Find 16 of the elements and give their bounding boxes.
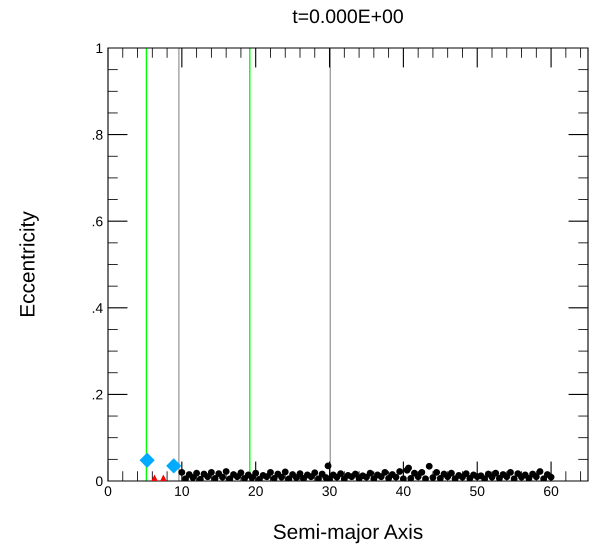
x-tick-label: 0 bbox=[104, 486, 112, 496]
y-tick-label: .6 bbox=[92, 216, 103, 226]
x-tick-label: 10 bbox=[175, 486, 190, 496]
x-tick-label: 60 bbox=[544, 486, 558, 496]
y-axis-title: Eccentricity bbox=[19, 211, 39, 316]
y-tick-label: .8 bbox=[92, 130, 103, 140]
chart-title: t=0.000E+00 bbox=[292, 9, 403, 24]
x-tick-label: 30 bbox=[322, 486, 337, 496]
x-tick-label: 20 bbox=[248, 486, 263, 496]
x-tick-label: 40 bbox=[396, 486, 411, 496]
x-axis-title: Semi-major Axis bbox=[274, 524, 422, 544]
x-tick-label: 50 bbox=[470, 486, 484, 496]
y-tick-label: .4 bbox=[92, 303, 103, 313]
y-tick-label: 0 bbox=[96, 476, 103, 486]
y-tick-label: 1 bbox=[96, 43, 102, 54]
y-tick-label: .2 bbox=[92, 390, 102, 400]
